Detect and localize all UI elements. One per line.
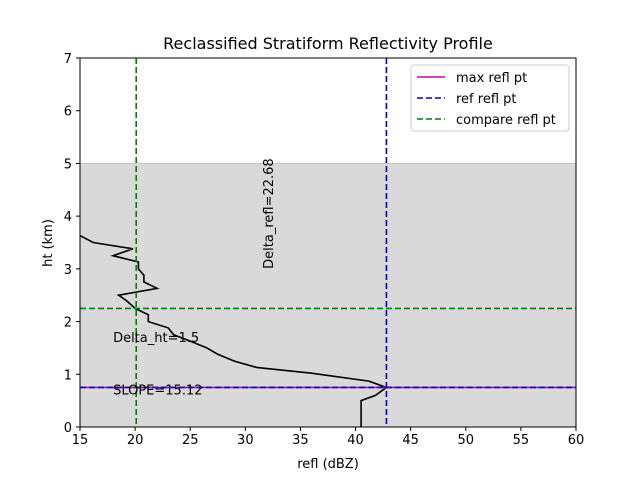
- y-tick-label: 4: [64, 210, 72, 225]
- y-tick-label: 3: [64, 263, 72, 278]
- x-tick-label: 40: [347, 433, 364, 448]
- x-tick-label: 35: [292, 433, 309, 448]
- y-tick-label: 0: [64, 421, 72, 436]
- shaded-region: [80, 163, 576, 427]
- y-tick-label: 1: [64, 368, 72, 383]
- annotation-1: Delta_ht=1.5: [113, 331, 199, 346]
- y-axis-label: ht (km): [41, 219, 56, 267]
- y-tick-label: 7: [64, 52, 72, 67]
- legend-label: max refl pt: [456, 71, 527, 86]
- plot-area: Delta_refl=22.68 Delta_ht=1.5 SLOPE=15.12: [79, 58, 576, 427]
- legend-label: compare refl pt: [456, 113, 556, 128]
- y-tick-label: 6: [64, 105, 72, 120]
- y-tick-label: 5: [64, 157, 72, 172]
- legend-label: ref refl pt: [456, 92, 517, 107]
- x-tick-label: 45: [402, 433, 419, 448]
- x-tick-label: 15: [72, 433, 89, 448]
- x-tick-label: 55: [513, 433, 530, 448]
- x-tick-label: 60: [568, 433, 585, 448]
- reflectivity-profile-line: [79, 234, 389, 427]
- x-tick-label: 50: [458, 433, 475, 448]
- plot-frame: [79, 57, 577, 428]
- x-tick-label: 30: [237, 433, 254, 448]
- x-tick-label: 25: [182, 433, 199, 448]
- annotation-0: Delta_refl=22.68: [262, 158, 277, 269]
- legend: max refl pt ref refl pt compare refl pt: [410, 64, 570, 132]
- y-tick-label: 2: [64, 316, 72, 331]
- annotation-2: SLOPE=15.12: [113, 384, 202, 399]
- legend-box: [410, 64, 570, 132]
- x-axis-label: refl (dBZ): [297, 457, 359, 472]
- chart-title: Reclassified Stratiform Reflectivity Pro…: [163, 34, 493, 53]
- x-tick-label: 20: [127, 433, 144, 448]
